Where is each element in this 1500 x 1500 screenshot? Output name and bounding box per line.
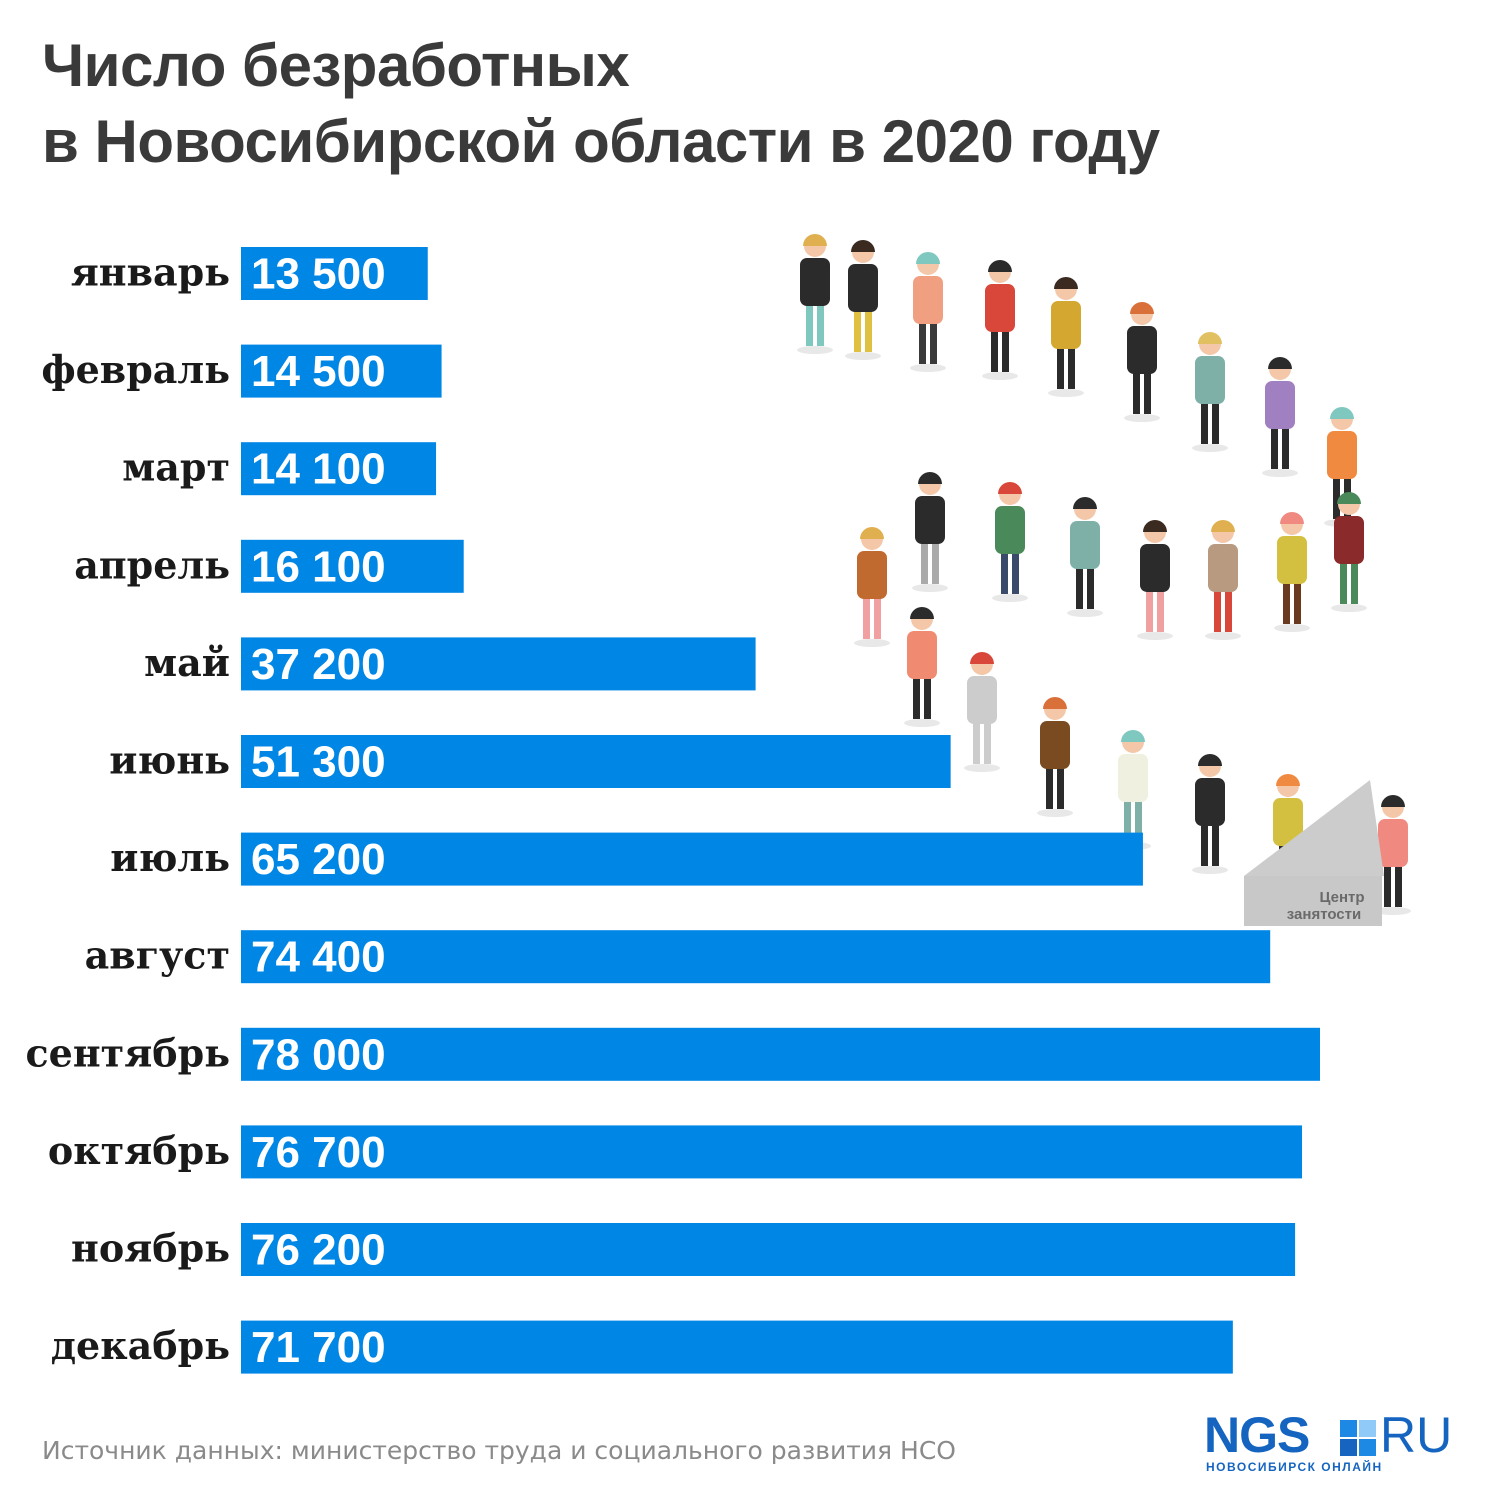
bar-5	[241, 637, 756, 691]
person-icon	[797, 234, 833, 354]
person-icon	[1048, 277, 1084, 397]
value-label: 76 200	[251, 1226, 386, 1275]
value-label: 78 000	[251, 1030, 386, 1079]
value-label: 14 100	[251, 445, 386, 494]
category-label: март	[122, 445, 230, 490]
sign-line-2: занятости	[1287, 906, 1361, 923]
person-icon	[1205, 520, 1241, 640]
bar-1	[241, 247, 428, 300]
person-icon	[982, 260, 1018, 380]
person-icon	[910, 252, 946, 372]
category-label: май	[144, 640, 230, 685]
value-label: 14 500	[251, 347, 386, 396]
category-label: апрель	[74, 542, 230, 587]
logo-suffix: RU	[1380, 1407, 1453, 1463]
person-icon	[854, 527, 890, 647]
person-icon	[1067, 497, 1103, 617]
category-label: октябрь	[48, 1128, 230, 1173]
category-label: ноябрь	[71, 1226, 230, 1271]
value-label: 13 500	[251, 250, 386, 299]
person-icon	[964, 652, 1000, 772]
value-label: 37 200	[251, 640, 386, 689]
value-label: 16 100	[251, 542, 386, 591]
bar-9	[241, 1027, 1320, 1081]
bar-6	[241, 735, 951, 788]
person-icon	[1137, 520, 1173, 640]
ngs-logo[interactable]: NGS RU НОВОСИБИРСК ОНЛАЙН	[1204, 1407, 1464, 1474]
person-icon	[992, 482, 1028, 602]
bar-7	[241, 832, 1143, 886]
category-label: август	[85, 933, 230, 978]
chart-title-line-1: Число безработных	[42, 32, 630, 99]
value-label: 74 400	[251, 933, 386, 982]
bar-11	[241, 1223, 1296, 1276]
bars: январь 13 500 февраль 14 500 март 14 100 апрел…	[26, 247, 1320, 1374]
bar-3	[241, 442, 437, 496]
person-icon	[1274, 512, 1310, 632]
bar-4	[241, 539, 464, 593]
bar-8	[241, 930, 1271, 984]
category-label: декабрь	[51, 1323, 230, 1368]
chart-title-line-2: в Новосибирской области в 2020 году	[42, 108, 1160, 175]
person-icon	[1331, 492, 1367, 612]
category-label: февраль	[41, 347, 230, 392]
logo-squares-icon	[1340, 1420, 1376, 1456]
sign-roof	[1244, 780, 1384, 876]
logo-main: NGS	[1204, 1407, 1310, 1463]
logo-tagline: НОВОСИБИРСК ОНЛАЙН	[1206, 1460, 1383, 1474]
person-icon	[1124, 302, 1160, 422]
category-label: июнь	[109, 738, 230, 783]
category-label: январь	[71, 250, 230, 295]
category-label: июль	[110, 835, 230, 880]
category-label: сентябрь	[26, 1030, 230, 1075]
value-label: 51 300	[251, 738, 386, 787]
sign-board	[1244, 876, 1382, 926]
person-icon	[904, 607, 940, 727]
person-icon	[1192, 332, 1228, 452]
person-icon	[1037, 697, 1073, 817]
value-label: 65 200	[251, 835, 386, 884]
bar-12	[241, 1320, 1233, 1374]
bar-2	[241, 344, 442, 398]
value-label: 76 700	[251, 1128, 386, 1177]
person-icon	[1262, 357, 1298, 477]
employment-center-sign: Центр занятости	[1244, 780, 1384, 926]
person-icon	[1192, 754, 1228, 874]
sign-line-1: Центр	[1319, 889, 1364, 906]
person-icon	[912, 472, 948, 592]
person-icon	[845, 240, 881, 360]
people-icons	[797, 234, 1411, 915]
bar-10	[241, 1125, 1303, 1179]
chart-title: Число безработных в Новосибирской област…	[42, 28, 1160, 180]
value-label: 71 700	[251, 1323, 386, 1372]
data-source: Источник данных: министерство труда и со…	[42, 1436, 956, 1465]
person-icon	[1375, 795, 1411, 915]
